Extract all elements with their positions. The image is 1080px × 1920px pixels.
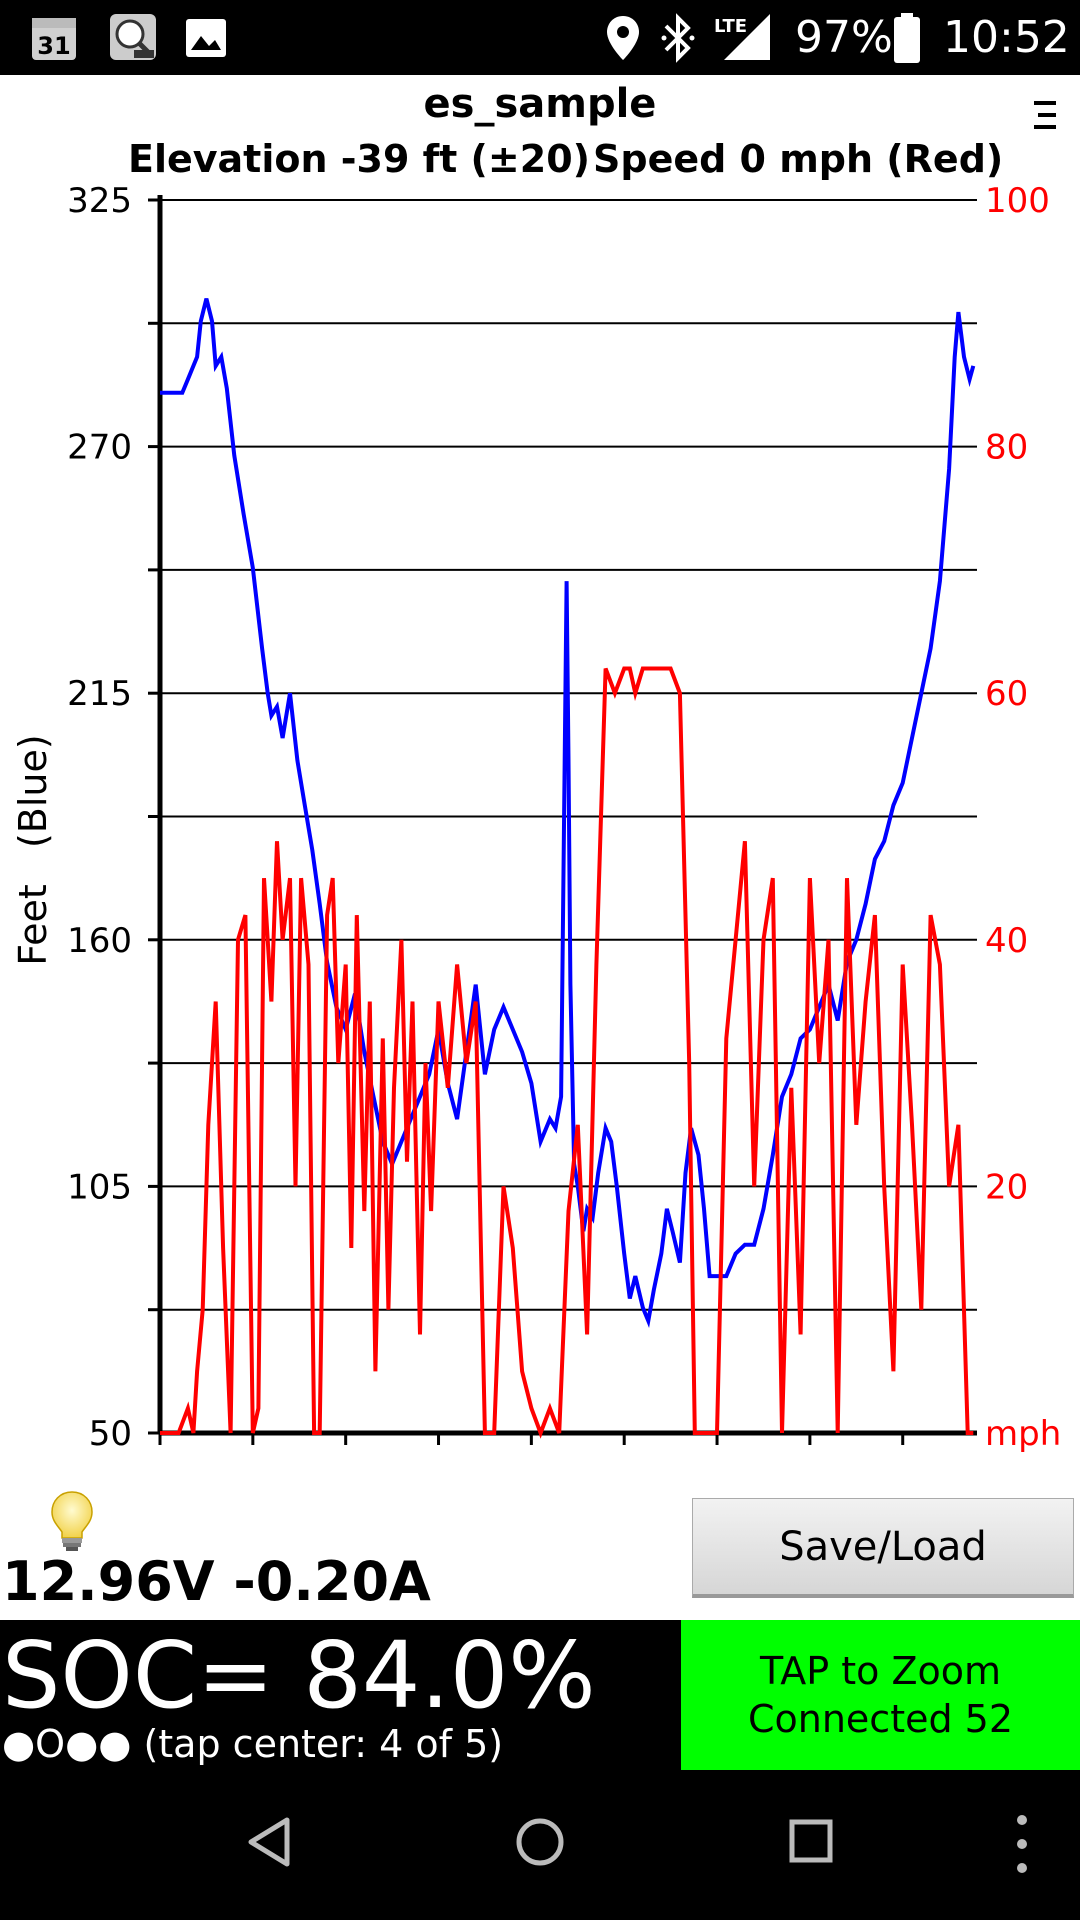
battery-icon [893,12,921,68]
y-left-tick-label: 160 [67,921,132,961]
lte-signal-icon: LTE [712,10,772,66]
home-button[interactable] [513,1812,567,1876]
gallery-icon [185,18,227,62]
elevation-speed-chart[interactable]: 5010516021527032520406080100mph0.010.020… [0,180,1080,1460]
back-button[interactable] [245,1812,295,1876]
tap-to-zoom-button[interactable]: TAP to Zoom Connected 52 [681,1620,1080,1770]
calendar-icon: 31 [30,12,80,66]
y-left-tick-label: 270 [67,428,132,468]
save-load-button[interactable]: Save/Load [692,1498,1074,1598]
y-left-tick-label: 50 [89,1414,132,1454]
maps-app-icon [108,12,158,66]
speed-readout: Speed 0 mph (Red) [593,137,1004,181]
y-right-unit-label: mph [985,1414,1061,1454]
soc-readout[interactable]: SOC= 84.0% [2,1622,596,1729]
recents-button[interactable] [786,1812,836,1876]
y-left-axis-label: Feet (Blue) [11,734,55,965]
series [160,298,976,1439]
connection-status: Connected 52 [747,1697,1014,1741]
y-left-tick-label: 325 [67,181,132,221]
series-elevation-line [160,298,976,1329]
svg-text:LTE: LTE [714,16,747,37]
y-left-tick-label: 215 [67,674,132,714]
y-right-tick-label: 100 [985,181,1050,221]
lightbulb-icon[interactable] [50,1490,94,1558]
chart-header: es_sample Elevation -39 ft (±20) Speed 0… [0,75,1080,190]
tick-labels: 5010516021527032520406080100mph0.010.020… [11,181,1061,1454]
y-left-tick-label: 105 [67,1167,132,1207]
display-cycle-indicator[interactable]: ●O●● (tap center: 4 of 5) [2,1722,504,1766]
page-title: es_sample [423,81,657,127]
y-right-tick-label: 40 [985,921,1028,961]
zoom-label: TAP to Zoom [759,1649,1002,1693]
menu-icon[interactable] [1030,95,1060,135]
bluetooth-icon [660,12,696,68]
overflow-menu-button[interactable] [1012,1812,1032,1880]
y-right-tick-label: 60 [985,674,1028,714]
location-icon [605,14,641,66]
svg-text:31: 31 [37,32,70,60]
y-right-tick-label: 20 [985,1167,1028,1207]
series-speed-line [160,666,974,1439]
status-bar: 31 LTE [0,0,1080,75]
battery-percent: 97% [795,12,893,63]
elevation-readout: Elevation -39 ft (±20) [128,137,591,181]
clock: 10:52 [943,12,1070,63]
voltage-current-readout: 12.96V -0.20A [2,1550,431,1613]
navigation-bar [0,1772,1080,1920]
axes [148,195,977,1445]
y-right-tick-label: 80 [985,428,1028,468]
